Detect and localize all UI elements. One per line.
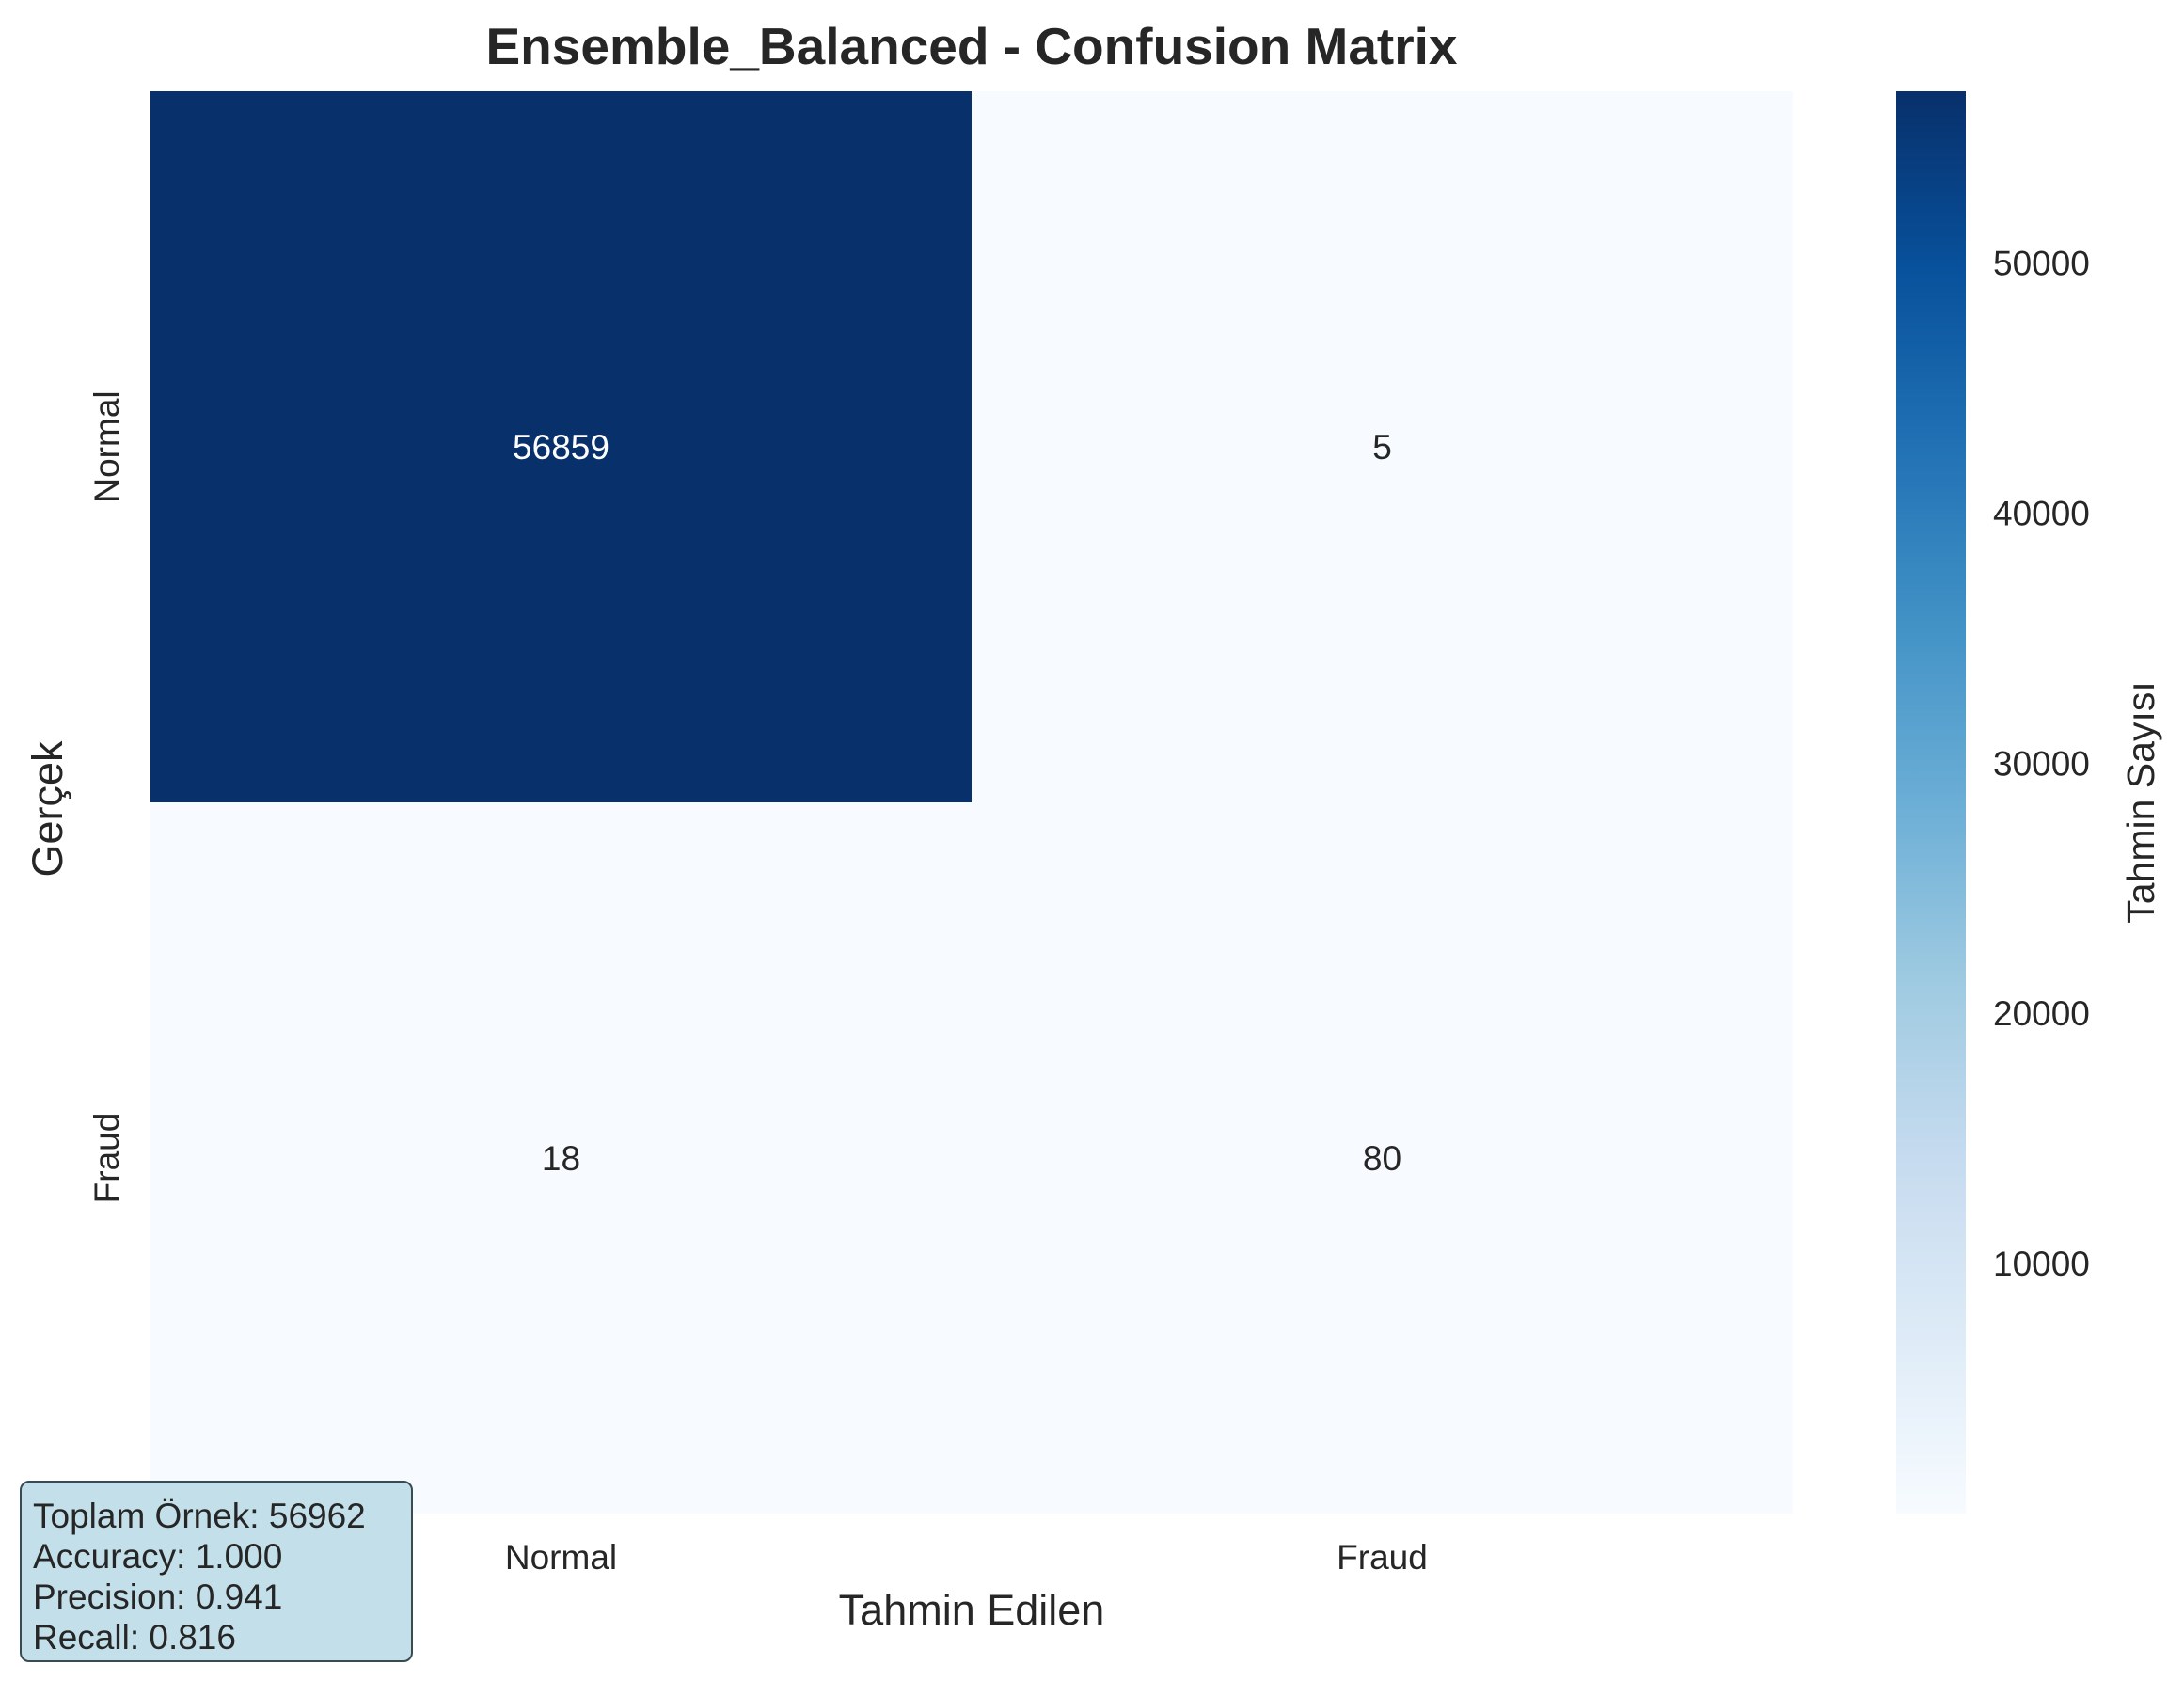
y-axis-label: Gerçek	[24, 740, 71, 878]
cell-value-label: 56859	[513, 428, 609, 467]
precision-text: Precision: 0.941	[33, 1578, 283, 1616]
colorbar-tick-label: 10000	[1993, 1245, 2090, 1283]
chart-title: Ensemble_Balanced - Confusion Matrix	[486, 17, 1458, 75]
y-tick-labels: Normal Fraud	[87, 390, 126, 1203]
colorbar-tick-label: 30000	[1993, 744, 2090, 783]
colorbar-tick-label: 20000	[1993, 994, 2090, 1033]
cell-value-label: 80	[1363, 1139, 1401, 1178]
heatmap-cell-fraud-fraud	[972, 802, 1793, 1514]
heatmap-cell-normal-normal	[150, 91, 972, 802]
heatmap-cell-fraud-normal	[150, 802, 972, 1514]
x-tick-labels: Normal Fraud	[505, 1538, 1428, 1577]
x-axis-label: Tahmin Edilen	[839, 1586, 1105, 1634]
y-tick-label: Normal	[87, 390, 126, 502]
total-samples-text: Toplam Örnek: 56962	[33, 1497, 366, 1535]
x-tick-label: Normal	[505, 1538, 617, 1577]
colorbar	[1896, 91, 1966, 1514]
heatmap-cell-labels: 56859 5 18 80	[513, 428, 1401, 1178]
accuracy-text: Accuracy: 1.000	[33, 1537, 283, 1576]
colorbar-tick-labels: 10000 20000 30000 40000 50000	[1993, 244, 2090, 1283]
cell-value-label: 18	[542, 1139, 580, 1178]
colorbar-tick-label: 50000	[1993, 244, 2090, 282]
recall-text: Recall: 0.816	[33, 1618, 236, 1657]
metrics-summary-box: Toplam Örnek: 56962 Accuracy: 1.000 Prec…	[20, 1481, 413, 1662]
heatmap-cells	[150, 91, 1793, 1514]
heatmap-cell-normal-fraud	[972, 91, 1793, 802]
colorbar-tick-label: 40000	[1993, 494, 2090, 532]
cell-value-label: 5	[1372, 428, 1392, 467]
y-tick-label: Fraud	[87, 1113, 126, 1204]
x-tick-label: Fraud	[1337, 1538, 1428, 1577]
colorbar-label: Tahmin Sayısı	[2119, 681, 2162, 924]
